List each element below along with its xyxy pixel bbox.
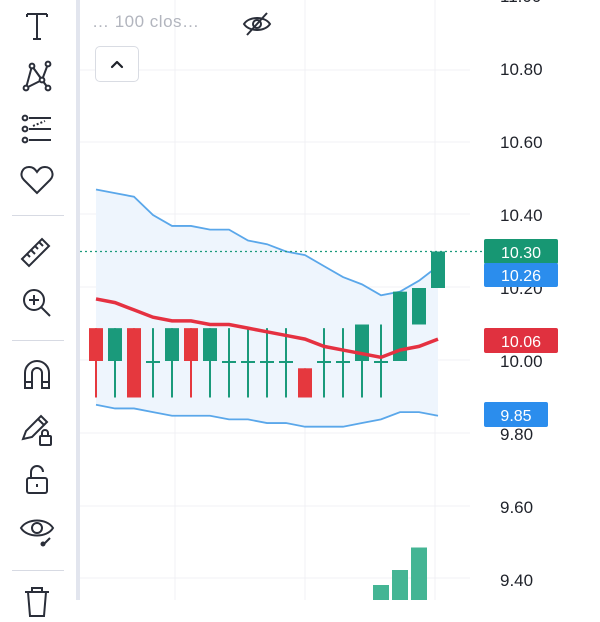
magnet-icon[interactable]: [14, 355, 60, 395]
candle: [203, 328, 217, 398]
candle: [279, 328, 293, 398]
unlock-icon[interactable]: [14, 460, 60, 500]
price-tick-label: 10.00: [500, 352, 543, 371]
candle-body: [374, 361, 388, 363]
badge-lower-text: 9.85: [500, 408, 531, 425]
moving-average-line: [95, 297, 439, 360]
candle: [127, 328, 141, 398]
candle: [317, 328, 331, 398]
toolbar-divider: [12, 340, 64, 341]
toolbar-separator: [76, 0, 80, 600]
candle: [146, 328, 160, 398]
price-tick-label: 11.00: [500, 0, 541, 6]
badge-moving-average: 10.06: [484, 328, 558, 353]
badge-ma-text: 10.06: [501, 334, 541, 351]
zoom-in-icon[interactable]: [14, 283, 60, 323]
price-axis: 11.0010.8010.6010.4010.2010.009.809.609.…: [500, 0, 543, 590]
candles: [89, 251, 445, 398]
candle-body: [127, 328, 141, 398]
candle-body: [89, 328, 103, 361]
candle: [412, 288, 426, 325]
toolbar-divider: [12, 570, 64, 571]
price-tick-label: 9.40: [500, 571, 533, 590]
volume-bars: [373, 547, 427, 600]
fib-tool-icon[interactable]: [14, 109, 60, 149]
candle: [222, 328, 236, 398]
badge-lower-band: 9.85: [484, 402, 548, 427]
chevron-up-icon: [110, 60, 124, 69]
candle-body: [393, 291, 407, 361]
candle-body: [203, 328, 217, 361]
volume-bar: [411, 547, 427, 600]
candle-body: [146, 361, 160, 363]
candle: [241, 328, 255, 398]
candle-body: [165, 328, 179, 361]
candle: [184, 328, 198, 398]
candle: [374, 324, 388, 398]
candle: [336, 328, 350, 398]
price-tick-label: 9.60: [500, 498, 533, 517]
badge-lower-bg: [484, 402, 548, 427]
candle-body: [260, 361, 274, 363]
badge-last-text: 10.30: [501, 245, 541, 262]
badge-last-price: 10.30: [484, 239, 558, 264]
eye-brush-icon[interactable]: [14, 508, 60, 548]
candle: [260, 328, 274, 398]
bollinger-band-fill: [96, 189, 438, 427]
candle: [89, 328, 103, 398]
collapse-legend-button[interactable]: [95, 46, 139, 82]
badge-last-bg: [484, 239, 558, 264]
candle-body: [241, 361, 255, 363]
lower-band-line: [95, 403, 439, 428]
candle-body: [336, 361, 350, 363]
toolbar-divider: [12, 215, 64, 216]
candle: [108, 328, 122, 398]
candle-body: [431, 251, 445, 288]
candle-body: [279, 361, 293, 363]
price-tick-label: 10.80: [500, 60, 543, 79]
price-tick-label: 10.60: [500, 133, 543, 152]
price-tick-label: 9.80: [500, 425, 533, 444]
trash-icon[interactable]: [14, 582, 60, 622]
candle-body: [317, 361, 331, 363]
candle-body: [108, 328, 122, 361]
price-chart[interactable]: 11.0010.8010.6010.4010.2010.009.809.609.…: [80, 0, 600, 600]
candle-body: [184, 328, 198, 361]
candle-body: [222, 361, 236, 363]
pattern-tool-icon[interactable]: [14, 56, 60, 96]
volume-bar: [392, 570, 408, 600]
upper-band-line: [95, 188, 439, 297]
candle-body: [412, 288, 426, 325]
volume-bar: [373, 585, 389, 600]
badge-upper-bg: [484, 263, 558, 287]
badge-ma-bg: [484, 328, 558, 353]
price-tick-label: 10.40: [500, 206, 543, 225]
text-tool-icon[interactable]: [14, 6, 60, 46]
legend-text: … 100 clos…: [92, 12, 200, 31]
badge-upper-text: 10.26: [501, 268, 541, 285]
eye-off-icon[interactable]: [240, 8, 274, 40]
ruler-icon[interactable]: [14, 231, 60, 271]
candle: [431, 251, 445, 288]
candle: [165, 328, 179, 398]
pencil-lock-icon[interactable]: [14, 409, 60, 449]
candle-body: [298, 368, 312, 398]
candle: [298, 368, 312, 398]
badge-upper-band: 10.26: [484, 263, 558, 287]
favorites-heart-icon[interactable]: [14, 160, 60, 200]
drawing-toolbar: [0, 0, 76, 617]
